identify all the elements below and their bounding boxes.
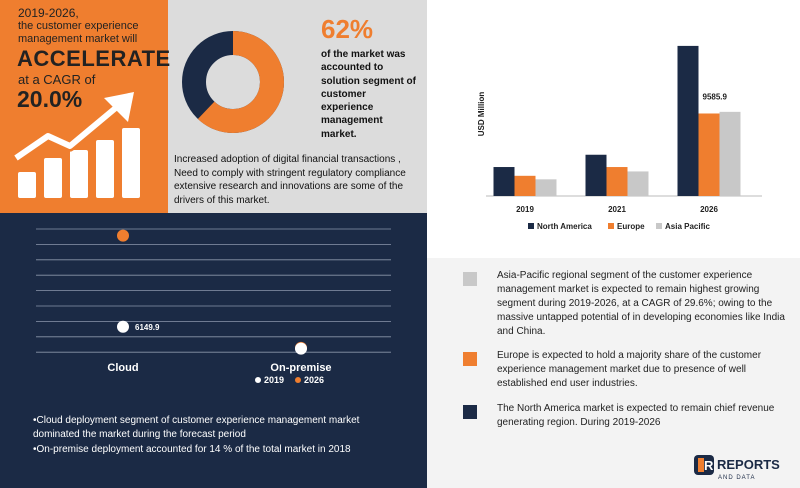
legend-dot [295, 377, 301, 383]
x-tick-label: 2021 [608, 205, 626, 214]
logo-name: REPORTS [717, 457, 780, 472]
legend-swatch [656, 223, 662, 229]
legend-swatch [608, 223, 614, 229]
asia-pacific-note: Asia-Pacific regional segment of the cus… [497, 270, 785, 337]
headline-accelerate: ACCELERATE [17, 46, 171, 71]
deployment-panel [0, 213, 427, 488]
regional-bar-chart: USD Million 2019 2021 2026 9585.9 North Ameri… [477, 45, 762, 231]
cloud-note: •Cloud deployment segment of customer ex… [33, 415, 360, 440]
bar-annotation: 9585.9 [703, 92, 728, 101]
bar-2021-asia-pacific [627, 171, 649, 196]
bar-2019-asia-pacific [535, 179, 557, 196]
bar-2021-north-america [585, 154, 607, 196]
x-tick-label: 2026 [700, 205, 718, 214]
headline-subject: the customer experience [18, 20, 139, 32]
bar-2026-europe [698, 113, 720, 196]
logo-tagline: AND DATA [718, 475, 755, 481]
asia-pacific-legend-square [463, 272, 477, 286]
legend-label: 2019 [264, 375, 284, 385]
legend-label: Europe [617, 222, 645, 231]
bar-2019-europe [514, 175, 536, 196]
category-label: On-premise [270, 362, 331, 374]
headline-period: 2019-2026, [18, 6, 79, 20]
legend-swatch [528, 223, 534, 229]
growth-arrow-icon [14, 92, 140, 198]
on-premise-note: •On-premise deployment accounted for 14 … [33, 444, 351, 455]
solution-percent: 62% [321, 14, 374, 44]
legend-label: 2026 [304, 375, 324, 385]
point-2026-cloud [117, 229, 129, 242]
headline-subject-2: management market will [18, 33, 138, 45]
x-tick-label: 2019 [516, 205, 534, 214]
bar-2019-north-america [493, 167, 515, 196]
north-america-note: The North America market is expected to … [497, 403, 775, 428]
solution-description: of the market was accounted to solution … [321, 49, 416, 140]
legend-label: Asia Pacific [665, 222, 710, 231]
point-2019-on-premise [295, 342, 307, 355]
deployment-chart: Cloud On-premise 6149.9 2019 2026 [36, 228, 391, 385]
donut-solution-arc [182, 31, 284, 133]
legend-dot [255, 377, 261, 383]
bar-2026-asia-pacific [719, 111, 741, 196]
bar-2021-europe [606, 167, 628, 196]
solution-share-donut [182, 31, 284, 133]
europe-note: Europe is expected to hold a majority sh… [497, 350, 762, 389]
legend-label: North America [537, 222, 592, 231]
europe-legend-square [463, 352, 477, 366]
north-america-legend-square [463, 405, 477, 419]
bar-2026-north-america [677, 45, 699, 197]
point-2019-cloud [117, 320, 129, 333]
reports-and-data-logo: R REPORTS AND DATA [694, 455, 780, 481]
category-label: Cloud [107, 362, 138, 374]
y-axis-label: USD Million [477, 92, 486, 137]
headline-cagr-label: at a CAGR of [18, 72, 96, 87]
market-drivers-text: Increased adoption of digital financial … [174, 154, 406, 206]
headline-cagr-value: 20.0% [17, 86, 83, 112]
logo-mark: R [704, 458, 714, 473]
point-annotation: 6149.9 [135, 323, 160, 332]
